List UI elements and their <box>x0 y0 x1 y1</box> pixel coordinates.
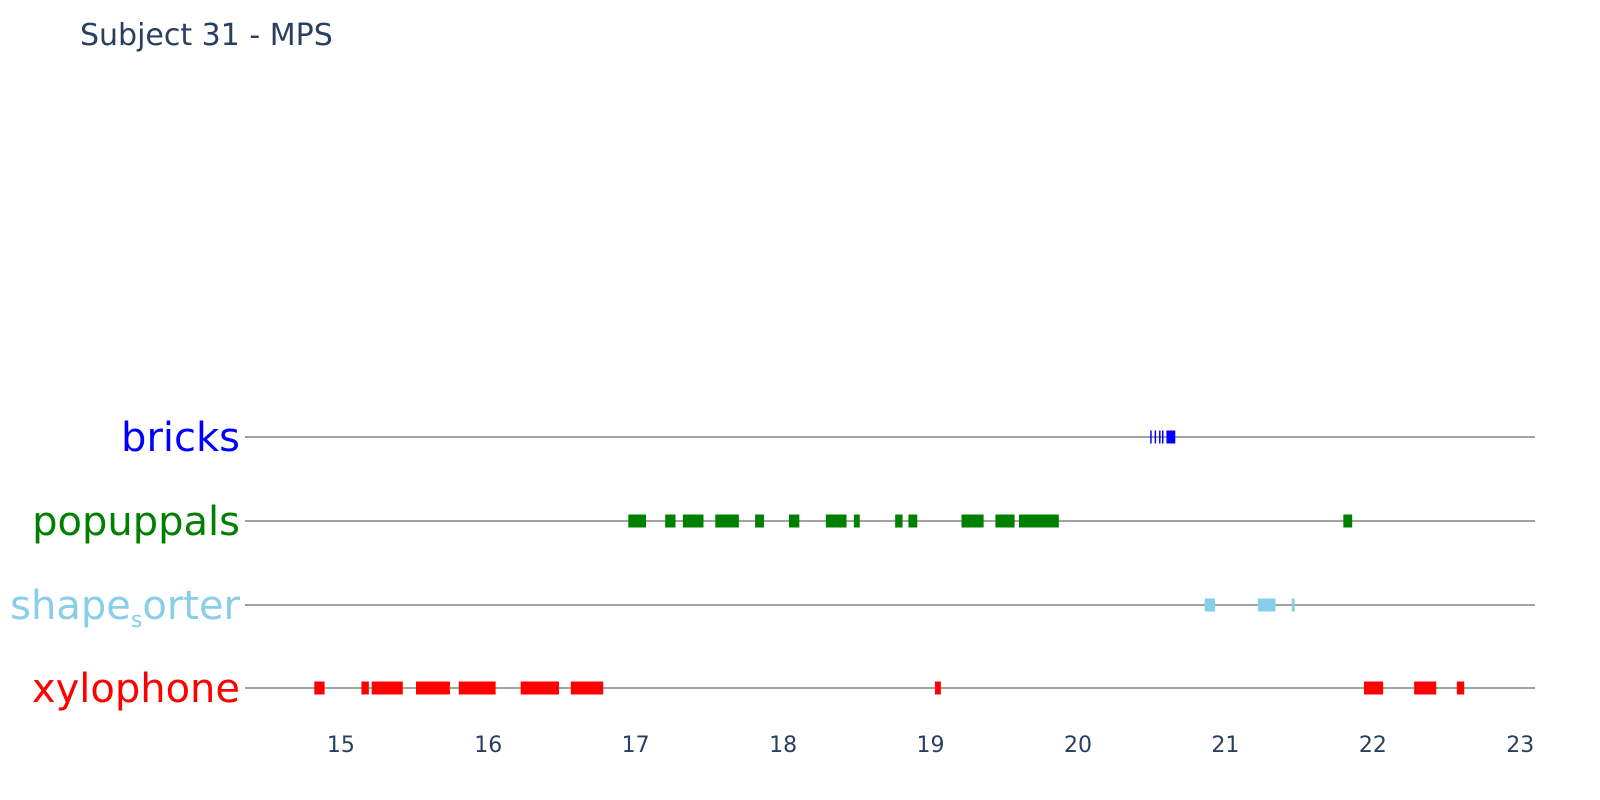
x-tick-label: 18 <box>769 733 797 758</box>
event-bar <box>1204 598 1216 612</box>
event-bar <box>1363 681 1384 695</box>
event-bar <box>1343 514 1353 528</box>
x-axis: 15 16 17 18 19 20 21 22 23 <box>327 733 1534 758</box>
event-bar <box>825 514 847 528</box>
event-bar <box>520 681 560 695</box>
event-bar <box>416 681 450 695</box>
row-popuppals: popuppals <box>32 499 1535 545</box>
event-bar <box>458 681 496 695</box>
event-bar <box>961 514 984 528</box>
row-label: popuppals <box>32 499 240 545</box>
event-bar <box>1414 681 1437 695</box>
rows-layer: bricks popuppals shapesorter xylophone <box>10 415 1535 712</box>
event-bar <box>715 514 739 528</box>
event-bar <box>1166 430 1176 444</box>
x-tick-label: 19 <box>917 733 945 758</box>
event-bar <box>1154 430 1157 444</box>
event-bar <box>1456 681 1465 695</box>
x-tick-label: 20 <box>1064 733 1092 758</box>
event-bar <box>682 514 704 528</box>
event-bar <box>908 514 918 528</box>
row-label: xylophone <box>32 666 240 712</box>
event-bar <box>995 514 1015 528</box>
event-bar <box>371 681 403 695</box>
event-bar <box>789 514 800 528</box>
event-bar <box>314 681 325 695</box>
row-label: shapesorter <box>10 583 240 633</box>
event-bar <box>934 681 941 695</box>
x-tick-label: 23 <box>1506 733 1534 758</box>
row-xylophone: xylophone <box>32 666 1535 712</box>
x-tick-label: 17 <box>622 733 650 758</box>
event-bar <box>1162 430 1164 444</box>
event-bar <box>665 514 676 528</box>
x-tick-label: 21 <box>1211 733 1239 758</box>
event-bar <box>1150 430 1152 444</box>
event-bar <box>895 514 903 528</box>
x-tick-label: 16 <box>474 733 502 758</box>
row-shape-sorter: shapesorter <box>10 583 1535 633</box>
event-bar <box>628 514 647 528</box>
row-label: bricks <box>121 415 240 461</box>
event-bar <box>755 514 764 528</box>
row-bricks: bricks <box>121 415 1535 461</box>
event-bar <box>853 514 860 528</box>
event-bar <box>361 681 369 695</box>
event-bar <box>570 681 604 695</box>
chart-title: Subject 31 - MPS <box>80 18 333 53</box>
event-bar <box>1019 514 1059 528</box>
event-bar <box>1291 598 1295 612</box>
x-tick-label: 15 <box>327 733 355 758</box>
event-bar <box>1159 430 1161 444</box>
event-bar <box>1257 598 1276 612</box>
x-tick-label: 22 <box>1359 733 1387 758</box>
